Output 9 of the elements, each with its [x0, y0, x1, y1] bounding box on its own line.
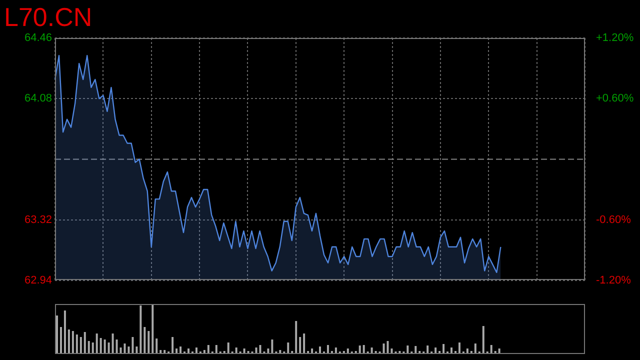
y2-tick-label: -1.20%: [596, 274, 632, 286]
y2-tick-label: +1.20%: [596, 32, 634, 44]
chart-title: L70.CN: [4, 2, 92, 32]
y-tick-label: 62.94: [24, 274, 52, 286]
y2-tick-label: +0.60%: [596, 92, 634, 105]
y-tick-label: 64.46: [24, 32, 52, 44]
y-tick-label: 64.08: [24, 92, 52, 105]
y-tick-label: 63.32: [24, 214, 52, 226]
y2-tick-label: -0.60%: [596, 214, 632, 226]
